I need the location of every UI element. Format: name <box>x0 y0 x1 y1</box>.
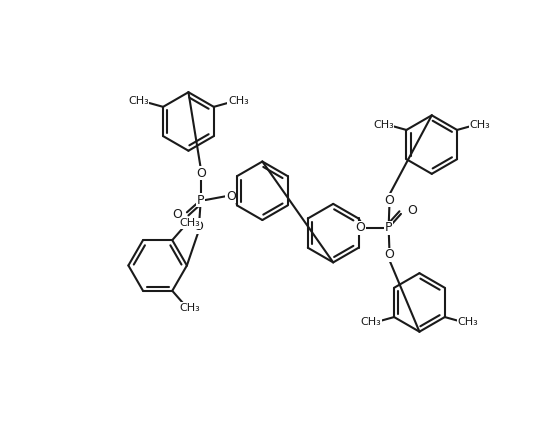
Text: O: O <box>385 194 394 206</box>
Text: CH₃: CH₃ <box>458 317 478 327</box>
Text: O: O <box>385 248 394 261</box>
Text: P: P <box>197 194 204 206</box>
Text: O: O <box>194 220 203 233</box>
Text: CH₃: CH₃ <box>180 303 200 313</box>
Text: P: P <box>385 221 393 234</box>
Text: O: O <box>407 203 417 216</box>
Text: O: O <box>172 208 182 221</box>
Text: CH₃: CH₃ <box>470 119 491 130</box>
Text: O: O <box>355 221 365 234</box>
Text: CH₃: CH₃ <box>180 218 200 228</box>
Text: CH₃: CH₃ <box>361 317 381 327</box>
Text: CH₃: CH₃ <box>228 97 249 106</box>
Text: O: O <box>226 189 236 203</box>
Text: O: O <box>196 167 206 180</box>
Text: CH₃: CH₃ <box>373 119 394 130</box>
Text: CH₃: CH₃ <box>128 97 149 106</box>
